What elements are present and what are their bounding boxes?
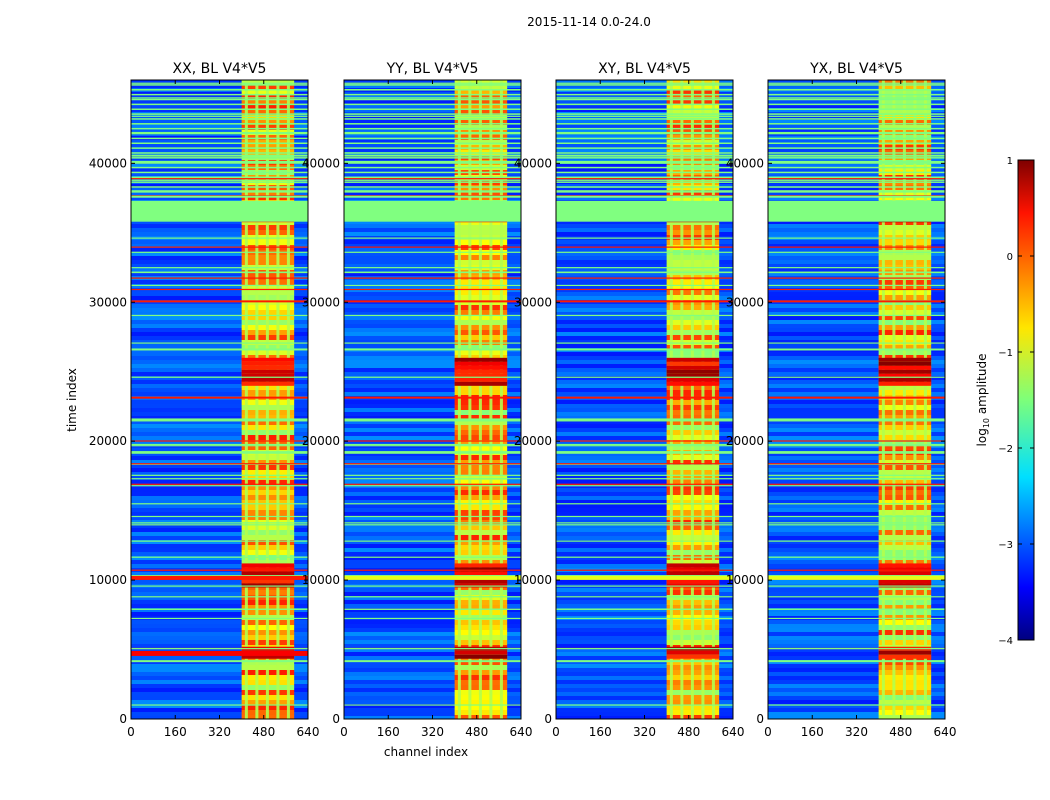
panel-title: XY, BL V4*V5 xyxy=(598,61,691,77)
x-tick-label: 320 xyxy=(208,725,231,739)
x-tick-label: 0 xyxy=(764,725,772,739)
x-tick-label: 0 xyxy=(340,725,348,739)
y-tick-label: 0 xyxy=(756,712,764,726)
y-tick-label: 20000 xyxy=(726,434,764,448)
figure-title: 2015-11-14 0.0-24.0 xyxy=(527,15,651,29)
x-tick-label: 160 xyxy=(164,725,187,739)
y-tick-label: 0 xyxy=(544,712,552,726)
x-tick-label: 0 xyxy=(552,725,560,739)
colorbar-gradient xyxy=(1017,159,1035,641)
colorbar-tick-label: −3 xyxy=(998,540,1013,551)
heatmap-image xyxy=(344,80,521,719)
panel-1: XX, BL V4*V5 0 160 320 480 640 0 10000 20000 3000… xyxy=(89,61,320,739)
x-tick-label: 160 xyxy=(589,725,612,739)
y-tick-label: 30000 xyxy=(726,295,764,309)
colorbar-tick-label: −1 xyxy=(998,348,1013,359)
heatmap-image xyxy=(768,80,945,719)
colorbar-tick-label: −2 xyxy=(998,444,1013,455)
panel-4: YX, BL V4*V5 0 160 320 480 640 0 10000 20000 3000… xyxy=(726,61,957,739)
x-tick-label: 0 xyxy=(127,725,135,739)
y-tick-label: 30000 xyxy=(514,295,552,309)
panel-title: YX, BL V4*V5 xyxy=(809,61,903,77)
x-tick-label: 480 xyxy=(889,725,912,739)
y-tick-label: 10000 xyxy=(302,573,340,587)
x-tick-label: 320 xyxy=(633,725,656,739)
y-tick-label: 30000 xyxy=(302,295,340,309)
colorbar-label: log10 amplitude xyxy=(975,354,991,447)
y-tick-label: 0 xyxy=(332,712,340,726)
y-axis-label: time index xyxy=(65,368,79,432)
x-tick-label: 320 xyxy=(421,725,444,739)
heatmap-image xyxy=(131,80,308,719)
colorbar: 1 0 −1 −2 −3 −4 log10 amplitude xyxy=(975,156,1035,647)
x-tick-label: 640 xyxy=(934,725,957,739)
x-tick-label: 640 xyxy=(722,725,745,739)
panel-title: XX, BL V4*V5 xyxy=(173,61,267,77)
x-tick-label: 640 xyxy=(297,725,320,739)
x-tick-label: 320 xyxy=(845,725,868,739)
y-tick-label: 40000 xyxy=(514,156,552,170)
panel-3: XY, BL V4*V5 0 160 320 480 640 0 10000 20000 3000… xyxy=(514,61,745,739)
colorbar-tick-label: 1 xyxy=(1007,156,1013,167)
y-tick-label: 0 xyxy=(119,712,127,726)
panel-title: YY, BL V4*V5 xyxy=(386,61,479,77)
y-tick-label: 40000 xyxy=(302,156,340,170)
y-tick-label: 30000 xyxy=(89,295,127,309)
y-tick-label: 20000 xyxy=(89,434,127,448)
x-axis-label: channel index xyxy=(384,745,468,759)
x-tick-label: 480 xyxy=(465,725,488,739)
panel-2: YY, BL V4*V5 0 160 320 480 640 0 10000 20000 3000… xyxy=(302,61,533,739)
y-tick-label: 20000 xyxy=(514,434,552,448)
y-tick-label: 20000 xyxy=(302,434,340,448)
colorbar-tick-label: 0 xyxy=(1007,252,1013,263)
x-tick-label: 160 xyxy=(377,725,400,739)
y-tick-label: 10000 xyxy=(726,573,764,587)
y-tick-label: 40000 xyxy=(89,156,127,170)
heatmap-image xyxy=(556,80,733,719)
y-tick-label: 10000 xyxy=(514,573,552,587)
x-tick-label: 160 xyxy=(801,725,824,739)
y-tick-label: 10000 xyxy=(89,573,127,587)
x-tick-label: 640 xyxy=(510,725,533,739)
colorbar-tick-label: −4 xyxy=(998,636,1013,647)
y-tick-label: 40000 xyxy=(726,156,764,170)
x-tick-label: 480 xyxy=(252,725,275,739)
x-tick-label: 480 xyxy=(677,725,700,739)
